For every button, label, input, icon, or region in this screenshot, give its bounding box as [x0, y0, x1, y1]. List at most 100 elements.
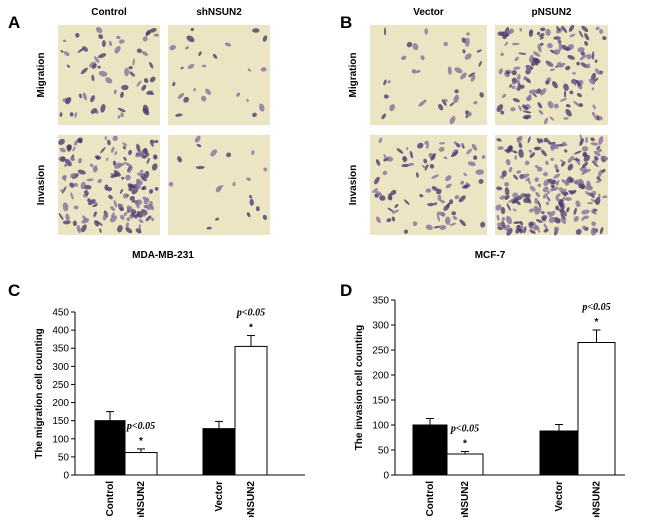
- cell: [200, 95, 207, 102]
- cell: [246, 212, 251, 218]
- cell: [504, 26, 510, 33]
- cell: [129, 71, 135, 77]
- cell: [564, 149, 568, 153]
- cell: [417, 142, 424, 149]
- cell: [89, 163, 94, 167]
- cell: [121, 84, 129, 91]
- cell: [555, 205, 560, 211]
- p-value: p<0.05: [236, 308, 265, 319]
- cell: [128, 166, 133, 174]
- y-tick-label: 350: [372, 296, 389, 307]
- cell: [148, 189, 154, 194]
- cell: [232, 181, 236, 187]
- bar: [412, 424, 448, 476]
- cell: [497, 226, 503, 231]
- cell: [177, 156, 182, 163]
- cell: [259, 103, 265, 112]
- cell: [590, 142, 599, 146]
- cell: [513, 221, 521, 224]
- cell: [449, 102, 455, 107]
- cell: [177, 93, 185, 99]
- cell: [528, 208, 535, 213]
- cell: [97, 65, 101, 69]
- y-tick-label: 350: [52, 344, 69, 355]
- cell: [78, 157, 82, 164]
- cell: [76, 225, 82, 234]
- cell: [138, 218, 144, 223]
- cell: [98, 34, 104, 40]
- cell: [145, 215, 152, 222]
- cell: [577, 47, 585, 53]
- cell: [212, 53, 218, 59]
- cell: [194, 135, 201, 143]
- cell: [580, 62, 588, 68]
- cell: [595, 197, 601, 205]
- row-label: Migration: [36, 53, 47, 98]
- cell: [111, 212, 115, 218]
- cell: [566, 207, 570, 213]
- cell: [142, 104, 149, 114]
- cell: [93, 211, 97, 218]
- cell: [142, 178, 148, 182]
- cell: [539, 33, 545, 38]
- cell: [496, 138, 502, 142]
- cell: [532, 51, 541, 57]
- cell: [546, 62, 554, 67]
- cell: [565, 47, 571, 51]
- cell: [449, 116, 456, 125]
- cell: [596, 176, 601, 181]
- cell: [478, 61, 482, 67]
- cell: [202, 64, 207, 68]
- panel-letter: B: [340, 13, 352, 32]
- cell: [433, 202, 438, 206]
- cell: [412, 221, 418, 226]
- y-tick-label: 50: [58, 452, 70, 463]
- cell: [144, 170, 150, 179]
- cell: [559, 208, 564, 214]
- x-tick-label: Vector: [214, 481, 225, 512]
- y-tick-label: 150: [372, 396, 389, 407]
- cell: [104, 184, 109, 191]
- cell: [497, 146, 504, 150]
- cell: [114, 162, 122, 169]
- cell: [110, 146, 115, 153]
- cell: [536, 31, 541, 36]
- cell: [600, 155, 609, 161]
- cell: [66, 64, 71, 68]
- significance-mark: *: [139, 436, 143, 447]
- cell: [504, 224, 511, 231]
- cell: [90, 108, 98, 114]
- cell: [518, 149, 524, 158]
- cell: [445, 216, 451, 226]
- cell: [455, 143, 461, 148]
- cell: [136, 143, 141, 153]
- cell: [522, 104, 529, 111]
- cell: [409, 150, 414, 159]
- cell: [539, 88, 547, 96]
- cell: [449, 199, 454, 205]
- cell: [540, 211, 545, 215]
- cell: [478, 179, 484, 184]
- cell: [496, 186, 503, 191]
- cell: [143, 197, 150, 205]
- cell: [558, 43, 563, 51]
- cell: [421, 164, 428, 170]
- cell: [506, 203, 511, 211]
- cell: [551, 184, 555, 188]
- cell: [193, 87, 196, 92]
- cell: [452, 215, 458, 221]
- cell: [582, 151, 588, 158]
- cell: [513, 66, 521, 70]
- cell: [495, 204, 502, 211]
- cell: [99, 228, 102, 233]
- cell: [387, 80, 391, 84]
- cell: [136, 80, 142, 87]
- x-tick-label: Vector: [554, 481, 565, 512]
- cell: [98, 53, 107, 59]
- cell: [558, 187, 563, 192]
- cell: [125, 227, 133, 234]
- cell: [433, 225, 441, 229]
- cell: [579, 178, 585, 185]
- cell: [508, 145, 513, 150]
- cell: [443, 156, 448, 160]
